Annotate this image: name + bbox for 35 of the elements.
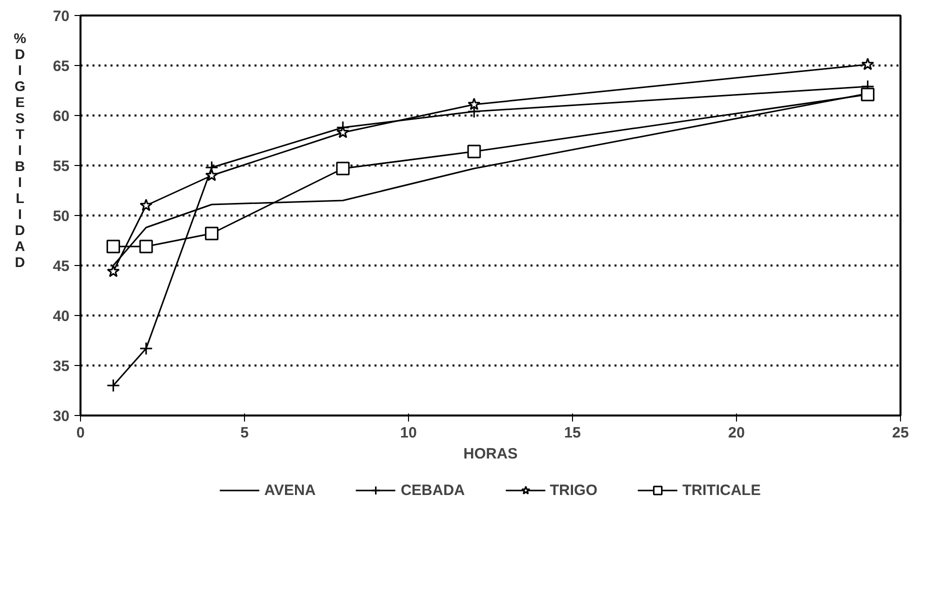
- point: [336, 162, 350, 176]
- point: [205, 168, 218, 182]
- x-tick-label: 5: [240, 424, 249, 442]
- y-tick-label: 65: [52, 58, 70, 75]
- x-tick-label: 0: [76, 424, 85, 442]
- point: [467, 144, 481, 158]
- text: % DIGESTIBILIDAD: [14, 30, 26, 270]
- point: [336, 126, 350, 138]
- legend-label: TRITICALE: [682, 482, 761, 498]
- y-tick-label: 55: [52, 158, 70, 175]
- point: [139, 240, 153, 254]
- y-tick-label: 40: [52, 308, 70, 325]
- y-tick-label: 50: [52, 208, 70, 225]
- legend-label: AVENA: [264, 482, 316, 498]
- point: [139, 342, 153, 356]
- x-tick-label: 20: [728, 424, 745, 442]
- point: [106, 240, 120, 254]
- point: [861, 58, 874, 70]
- x-tick-label: 25: [892, 424, 909, 442]
- point: [140, 198, 153, 212]
- x-axis-title: HORAS: [463, 446, 518, 462]
- y-tick-label: 45: [52, 258, 70, 275]
- y-tick-label: 30: [52, 408, 70, 425]
- x-tick-label: 15: [564, 424, 581, 442]
- x-tick-label: 10: [400, 424, 417, 442]
- point: [860, 88, 874, 102]
- point: [106, 264, 120, 278]
- y-tick-label: 70: [52, 8, 70, 25]
- y-tick-label: 60: [52, 108, 70, 125]
- point: [468, 98, 481, 110]
- point: [204, 226, 218, 240]
- y-tick-label: 35: [52, 358, 70, 375]
- legend-label: TRIGO: [550, 482, 598, 498]
- legend-label: CEBADA: [400, 482, 465, 498]
- point: [106, 378, 120, 392]
